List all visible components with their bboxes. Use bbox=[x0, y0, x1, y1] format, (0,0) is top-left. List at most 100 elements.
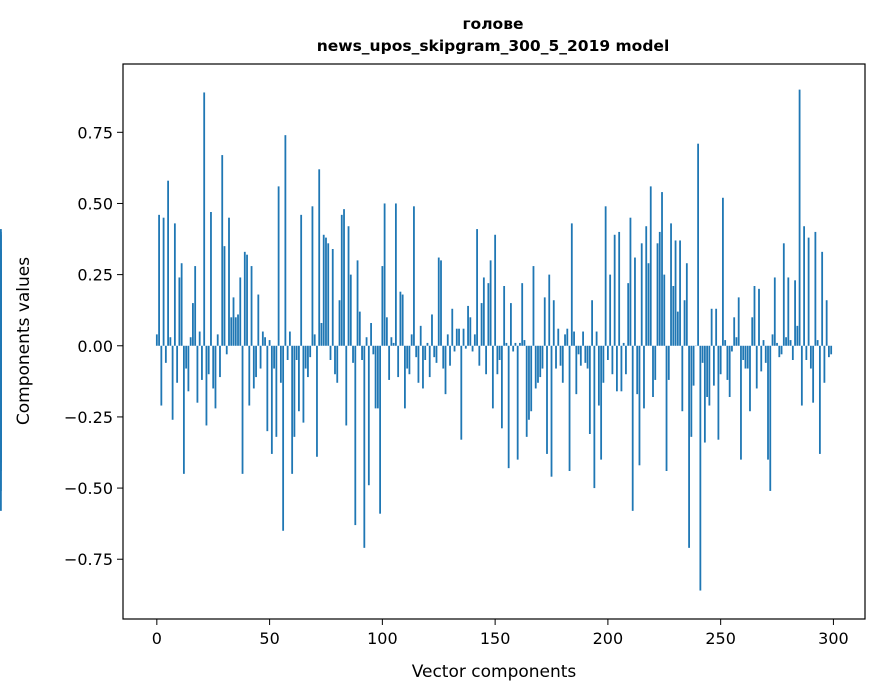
bar bbox=[295, 345, 298, 360]
bar bbox=[753, 286, 756, 346]
bar bbox=[731, 345, 733, 352]
bar bbox=[259, 345, 262, 369]
bar bbox=[681, 345, 684, 412]
bar bbox=[471, 345, 474, 352]
bar bbox=[791, 345, 794, 360]
y-axis-ticks: −0.75 −0.50 −0.25 0.00 0.25 0.50 0.75 bbox=[64, 123, 123, 569]
bar bbox=[388, 345, 391, 380]
bar bbox=[809, 345, 812, 369]
bar bbox=[773, 277, 776, 346]
bar bbox=[604, 206, 607, 346]
bar bbox=[469, 317, 472, 346]
bar bbox=[586, 345, 589, 369]
bar bbox=[559, 345, 562, 366]
bar bbox=[476, 229, 478, 346]
y-tick-label: −0.75 bbox=[64, 550, 113, 569]
bar bbox=[758, 288, 760, 346]
bar bbox=[778, 345, 781, 358]
bar bbox=[776, 342, 778, 346]
bar bbox=[595, 331, 598, 346]
bar bbox=[201, 345, 203, 380]
bar bbox=[620, 345, 623, 392]
bar bbox=[381, 266, 384, 346]
bar bbox=[379, 345, 381, 514]
bar bbox=[212, 345, 215, 389]
bar bbox=[255, 345, 257, 378]
bar bbox=[613, 234, 616, 346]
bar bbox=[640, 243, 643, 346]
bar bbox=[169, 337, 172, 346]
bar bbox=[194, 266, 197, 346]
bar bbox=[331, 249, 334, 346]
bar bbox=[584, 345, 587, 363]
bar bbox=[221, 155, 224, 346]
x-axis-ticks: 0 50 100 150 200 250 300 bbox=[152, 619, 849, 648]
bar bbox=[643, 345, 645, 409]
bar bbox=[446, 334, 449, 346]
bar bbox=[383, 203, 386, 346]
bar bbox=[625, 345, 627, 375]
x-tick-label: 150 bbox=[480, 629, 511, 648]
bar bbox=[658, 231, 661, 346]
bar bbox=[246, 254, 248, 346]
bar bbox=[712, 345, 715, 386]
bar bbox=[428, 345, 431, 378]
bar bbox=[370, 323, 372, 346]
bar bbox=[676, 311, 679, 346]
bar bbox=[408, 345, 411, 375]
bar bbox=[794, 280, 796, 346]
bar bbox=[338, 300, 341, 346]
bar bbox=[514, 342, 517, 346]
bar bbox=[322, 234, 325, 346]
bar bbox=[248, 345, 251, 406]
bar bbox=[661, 192, 663, 346]
bar bbox=[491, 345, 494, 409]
bar bbox=[830, 345, 833, 355]
bar bbox=[277, 186, 280, 346]
bar bbox=[575, 345, 578, 395]
bar bbox=[521, 283, 524, 346]
bar bbox=[577, 345, 580, 355]
bar bbox=[649, 186, 652, 346]
bar bbox=[606, 345, 609, 360]
bar bbox=[162, 217, 165, 346]
bar bbox=[789, 340, 792, 346]
x-axis-label: Vector components bbox=[412, 662, 577, 682]
bar bbox=[798, 89, 801, 346]
bar bbox=[237, 314, 239, 346]
bar bbox=[340, 214, 343, 346]
bar bbox=[160, 345, 163, 406]
bar bbox=[746, 345, 749, 369]
bar bbox=[679, 240, 681, 346]
bar bbox=[424, 345, 427, 360]
bar bbox=[437, 257, 440, 346]
bar bbox=[358, 311, 361, 346]
bar bbox=[740, 345, 742, 460]
bar bbox=[180, 263, 183, 346]
bar bbox=[771, 334, 774, 346]
bar bbox=[182, 345, 185, 474]
bar bbox=[478, 345, 481, 366]
bar bbox=[192, 303, 194, 346]
bar bbox=[440, 260, 442, 346]
bar bbox=[494, 234, 497, 346]
bar bbox=[284, 135, 287, 346]
bar bbox=[187, 345, 190, 392]
bar bbox=[618, 231, 621, 346]
bar bbox=[327, 243, 330, 346]
bar bbox=[828, 345, 830, 358]
bar bbox=[363, 345, 366, 548]
bar bbox=[0, 345, 2, 369]
bar bbox=[392, 342, 395, 346]
bar bbox=[744, 345, 747, 369]
bar bbox=[796, 325, 799, 346]
bar bbox=[309, 345, 312, 358]
bar bbox=[803, 226, 805, 346]
bar bbox=[361, 345, 363, 360]
bar bbox=[482, 277, 485, 346]
bar bbox=[207, 345, 210, 375]
bar bbox=[670, 223, 672, 346]
bar bbox=[164, 345, 167, 363]
bar bbox=[622, 342, 625, 346]
